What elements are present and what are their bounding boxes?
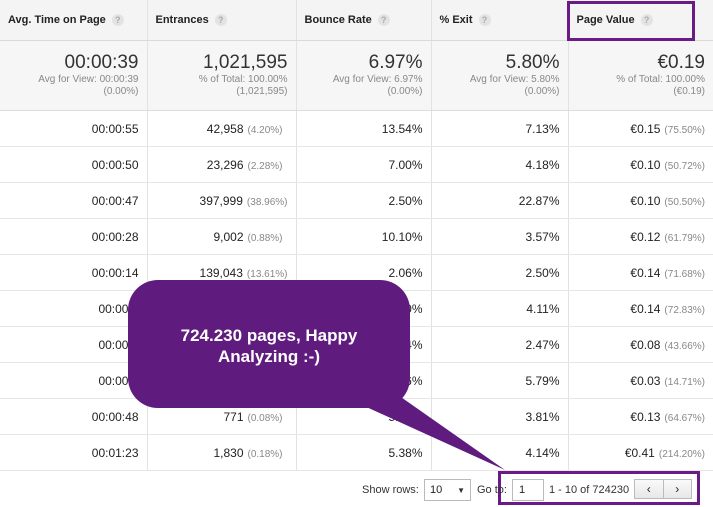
header-row: Avg. Time on Page? Entrances? Bounce Rat… [0, 0, 713, 41]
cell-page-value: €0.15 (75.50%) [568, 110, 713, 147]
table-row: 00:00:28 9,002 (0.88%) 10.10% 3.57% €0.12 (61.… [0, 218, 713, 255]
percent-of-total: (75.50%) [664, 124, 705, 136]
cell-bounce-rate: 5.38% [296, 434, 432, 471]
cell-exit: 4.18% [431, 146, 569, 183]
percent-of-total: (50.72%) [664, 160, 705, 172]
total-bounce-rate: 6.97% Avg for View: 6.97% (0.00%) [296, 40, 432, 111]
caret-down-icon: ▼ [457, 486, 465, 495]
cell-exit: 3.57% [431, 218, 569, 255]
percent-of-total: (71.68%) [664, 268, 705, 280]
cell-avg-time: 00:00:47 [0, 182, 148, 219]
cell-avg-time: 00:00:4 [0, 362, 148, 399]
pagination-highlight [498, 471, 700, 505]
percent-of-total: (2.28%) [247, 160, 283, 172]
cell-page-value: €0.12 (61.79%) [568, 218, 713, 255]
cell-exit: 3.81% [431, 398, 569, 435]
table-row: 00:00:55 42,958 (4.20%) 13.54% 7.13% €0.15 (75… [0, 110, 713, 147]
page-value-highlight [567, 1, 695, 41]
col-header-exit[interactable]: % Exit? [431, 0, 569, 41]
total-page-value: €0.19% of Total: 100.00% (€0.19) [568, 40, 713, 111]
cell-page-value: €0.14 (72.83%) [568, 290, 713, 327]
percent-of-total: (72.83%) [664, 304, 705, 316]
cell-exit: 5.79% [431, 362, 569, 399]
cell-entrances: 23,296 (2.28%) [147, 146, 297, 183]
percent-of-total: (0.88%) [247, 232, 283, 244]
cell-exit: 4.11% [431, 290, 569, 327]
percent-of-total: (14.71%) [664, 376, 705, 388]
percent-of-total: (43.66%) [664, 340, 705, 352]
goto-label: Go to: [477, 484, 507, 496]
help-icon[interactable]: ? [214, 14, 227, 27]
cell-bounce-rate: 10.10% [296, 218, 432, 255]
cell-page-value: €0.13 (64.67%) [568, 398, 713, 435]
col-header-page-value[interactable]: Page Value? [568, 0, 713, 41]
callout-line-1: 724.230 pages, Happy [180, 326, 358, 345]
cell-avg-time: 00:00:14 [0, 254, 148, 291]
cell-entrances: 9,002 (0.88%) [147, 218, 297, 255]
table-row: 00:00:47 397,999 (38.96%) 2.50% 22.87% €0.10(… [0, 182, 713, 219]
col-header-entrances[interactable]: Entrances? [147, 0, 297, 41]
table-row: 00:01:23 1,830 (0.18%) 5.38% 4.14% €0.41 (214.… [0, 434, 713, 471]
percent-of-total: (38.96%) [246, 196, 288, 208]
total-exit: 5.80% Avg for View: 5.80% (0.00%) [431, 40, 569, 111]
cell-page-value: €0.10 (50.72%) [568, 146, 713, 183]
percent-of-total: (4.20%) [247, 124, 283, 136]
cell-page-value: €0.41 (214.20%) [568, 434, 713, 471]
show-rows-label: Show rows: [362, 484, 419, 496]
totals-row: 00:00:39 Avg for View: 00:00:39 (0.00%) 1,… [0, 40, 713, 111]
analytics-table: Avg. Time on Page? Entrances? Bounce Rat… [0, 0, 713, 471]
cell-bounce-rate: 13.54% [296, 110, 432, 147]
cell-exit: 2.47% [431, 326, 569, 363]
col-header-bounce-rate[interactable]: Bounce Rate? [296, 0, 432, 41]
cell-avg-time: 00:00:28 [0, 218, 148, 255]
help-icon[interactable]: ? [478, 14, 491, 27]
cell-bounce-rate: 7.00% [296, 146, 432, 183]
cell-entrances: 42,958 (4.20%) [147, 110, 297, 147]
cell-entrances: 1,830 (0.18%) [147, 434, 297, 471]
pagination-buttons: ‹ › [634, 479, 692, 499]
percent-of-total: (50.50%) [664, 196, 705, 208]
percent-of-total: (64.67%) [664, 412, 705, 424]
col-header-avg-time[interactable]: Avg. Time on Page? [0, 0, 148, 41]
table-row: 00:00:50 23,296 (2.28%) 7.00% 4.18% €0.10 (50.… [0, 146, 713, 183]
annotation-callout: 724.230 pages, Happy Analyzing :-) [128, 280, 410, 408]
help-icon[interactable]: ? [377, 14, 390, 27]
percent-of-total: (214.20%) [658, 448, 705, 460]
cell-avg-time: 00:00:3 [0, 290, 148, 327]
cell-avg-time: 00:01:23 [0, 434, 148, 471]
cell-exit: 22.87% [431, 182, 569, 219]
cell-avg-time: 00:00:55 [0, 110, 148, 147]
table-row: 00:00:14 139,043 (13.61%) 2.06% 2.50% €0.14 (7… [0, 254, 713, 291]
percent-of-total: (61.79%) [664, 232, 705, 244]
total-avg-time: 00:00:39 Avg for View: 00:00:39 (0.00%) [0, 40, 148, 111]
cell-page-value: €0.14 (71.68%) [568, 254, 713, 291]
rows-per-page-select[interactable]: 10 ▼ [424, 479, 471, 501]
percent-of-total: (13.61%) [246, 268, 288, 280]
cell-bounce-rate: 2.50% [296, 182, 432, 219]
prev-page-button[interactable]: ‹ [635, 480, 664, 498]
percent-of-total: (0.08%) [247, 412, 283, 424]
total-entrances: 1,021,595% of Total: 100.00% (1,021,595) [147, 40, 297, 111]
cell-avg-time: 00:00:50 [0, 146, 148, 183]
cell-entrances: 397,999 (38.96%) [147, 182, 297, 219]
page-range-text: 1 - 10 of 724230 [549, 484, 630, 496]
callout-line-2: Analyzing :-) [218, 347, 320, 366]
cell-avg-time: 00:00:48 [0, 398, 148, 435]
cell-exit: 2.50% [431, 254, 569, 291]
help-icon[interactable]: ? [111, 14, 124, 27]
help-icon[interactable]: ? [640, 14, 653, 27]
cell-exit: 7.13% [431, 110, 569, 147]
next-page-button[interactable]: › [675, 482, 680, 496]
percent-of-total: (0.18%) [247, 448, 283, 460]
cell-page-value: €0.08 (43.66%) [568, 326, 713, 363]
goto-page-input[interactable]: 1 [512, 479, 544, 501]
cell-page-value: €0.10 (50.50%) [568, 182, 713, 219]
cell-page-value: €0.03 (14.71%) [568, 362, 713, 399]
